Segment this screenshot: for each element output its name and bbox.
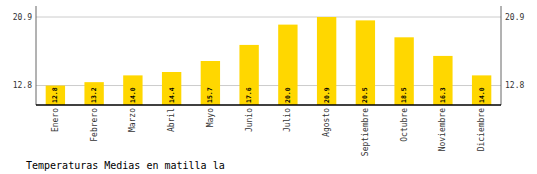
- x-tick-label: Marzo: [128, 108, 137, 132]
- grid-line: [36, 17, 501, 18]
- x-tick-label: Noviembre: [438, 108, 447, 152]
- data-label: 14.0: [478, 87, 486, 103]
- bar: [472, 75, 491, 105]
- x-tick-label: Abril: [167, 108, 176, 132]
- x-tick-label: Julio: [283, 108, 292, 132]
- y-tick-label: 20.9: [13, 13, 32, 22]
- bar: [46, 86, 65, 105]
- bar: [433, 56, 452, 105]
- data-label: 18.5: [400, 87, 408, 103]
- x-tick-label: Enero: [51, 108, 60, 132]
- x-tick-label: Agosto: [322, 108, 331, 137]
- x-tick-label: Mayo: [206, 108, 215, 127]
- data-label: 14.4: [168, 87, 176, 103]
- bar: [239, 45, 258, 105]
- data-label: 12.8: [51, 87, 59, 103]
- grid-line: [36, 85, 501, 86]
- x-axis-line: [36, 104, 501, 106]
- x-tick-label: Febrero: [90, 108, 99, 142]
- bar: [84, 82, 103, 105]
- y2-tick-label: 20.9: [505, 13, 524, 22]
- bar: [162, 72, 181, 105]
- bar: [356, 20, 375, 105]
- bar: [278, 25, 297, 105]
- chart: 12.8 13.2 14.0 14.4 15.7 17.6 20.0 20.9 20.5 18.5…: [0, 0, 537, 174]
- y-axis-line: [36, 6, 37, 105]
- bar: [201, 61, 220, 105]
- data-label: 20.0: [284, 87, 292, 103]
- title: Temperaturas Medias en matilla la: [26, 160, 225, 171]
- y2-tick-label: 12.8: [505, 81, 524, 90]
- data-label: 20.5: [361, 87, 369, 103]
- x-tick-label: Octubre: [400, 108, 409, 142]
- bar: [394, 37, 413, 105]
- data-label: 20.9: [323, 87, 331, 103]
- bar: [123, 75, 142, 105]
- data-label: 13.2: [90, 87, 98, 103]
- bars: [46, 17, 492, 105]
- data-label: 14.0: [129, 87, 137, 103]
- data-label: 15.7: [206, 87, 214, 103]
- x-tick-label: Junio: [245, 108, 254, 132]
- y2-axis-line: [501, 6, 502, 105]
- data-label: 16.3: [439, 87, 447, 103]
- x-tick-label: Septiembre: [361, 108, 370, 156]
- data-label: 17.6: [245, 87, 253, 103]
- x-tick-label: Diciembre: [477, 108, 486, 152]
- y-tick-label: 12.8: [13, 81, 32, 90]
- bar: [317, 17, 336, 105]
